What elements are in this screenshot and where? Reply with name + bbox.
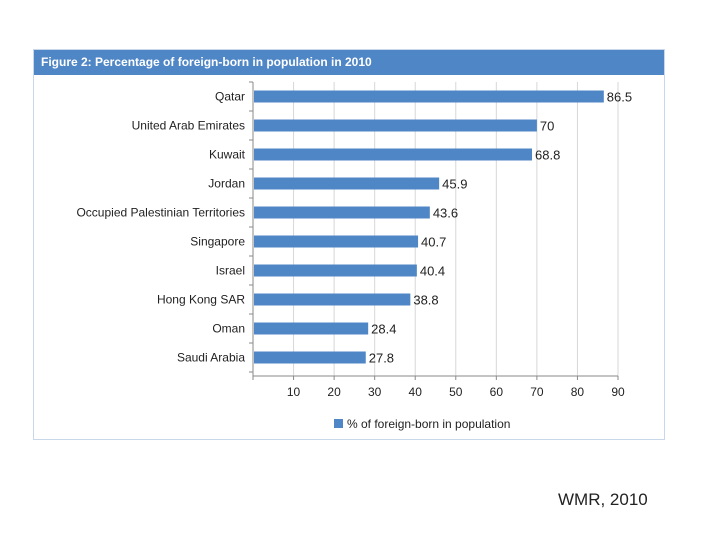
value-label-2: 68.8 — [535, 148, 560, 163]
value-label-1: 70 — [540, 119, 554, 134]
chart-title: Figure 2: Percentage of foreign-born in … — [34, 50, 664, 75]
bar-2 — [254, 148, 533, 161]
legend-label: % of foreign-born in population — [347, 417, 510, 431]
category-label-9: Saudi Arabia — [177, 351, 245, 365]
bar-4 — [254, 206, 430, 219]
category-label-5: Singapore — [190, 235, 245, 249]
x-tick-label-0: 10 — [287, 385, 301, 399]
bar-3 — [254, 177, 440, 190]
x-tick-label-6: 70 — [530, 385, 544, 399]
category-label-3: Jordan — [208, 177, 245, 191]
category-label-7: Hong Kong SAR — [157, 293, 245, 307]
x-tick-label-8: 90 — [611, 385, 625, 399]
value-label-8: 28.4 — [371, 322, 396, 337]
x-tick-label-4: 50 — [449, 385, 463, 399]
bar-0 — [254, 90, 604, 103]
value-label-7: 38.8 — [413, 293, 438, 308]
category-label-4: Occupied Palestinian Territories — [76, 206, 245, 220]
x-tick-label-5: 60 — [490, 385, 504, 399]
bar-5 — [254, 235, 419, 248]
x-tick-label-1: 20 — [327, 385, 341, 399]
chart-figure: Figure 2: Percentage of foreign-born in … — [33, 49, 665, 440]
category-label-1: United Arab Emirates — [132, 119, 245, 133]
category-label-2: Kuwait — [209, 148, 246, 162]
category-label-0: Qatar — [215, 90, 245, 104]
value-label-5: 40.7 — [421, 235, 446, 250]
bar-9 — [254, 351, 366, 364]
bar-6 — [254, 264, 417, 277]
value-label-9: 27.8 — [369, 351, 394, 366]
bar-7 — [254, 293, 411, 306]
value-label-3: 45.9 — [442, 177, 467, 192]
value-label-4: 43.6 — [433, 206, 458, 221]
category-label-8: Oman — [212, 322, 245, 336]
bar-8 — [254, 322, 369, 335]
source-caption: WMR, 2010 — [558, 490, 648, 509]
bar-chart: Qatar 86.5 United Arab Emirates 70 Kuwait 68.… — [76, 81, 632, 431]
category-label-6: Israel — [216, 264, 245, 278]
value-label-6: 40.4 — [420, 264, 445, 279]
x-tick-label-2: 30 — [368, 385, 382, 399]
x-tick-label-3: 40 — [409, 385, 423, 399]
bar-1 — [254, 119, 537, 132]
legend-swatch — [334, 419, 343, 428]
x-tick-label-7: 80 — [571, 385, 585, 399]
value-label-0: 86.5 — [607, 90, 632, 105]
